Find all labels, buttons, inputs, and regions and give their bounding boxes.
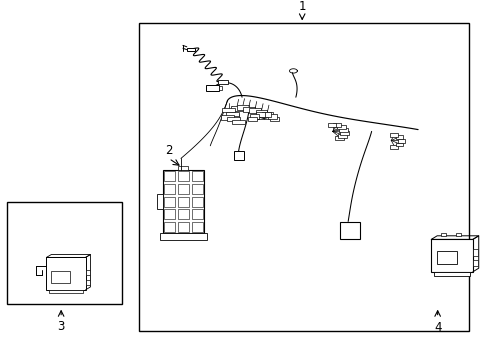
Bar [163,184,175,194]
Bar [472,249,477,256]
Bar [267,114,276,118]
Bar [332,123,341,127]
Bar [139,23,468,331]
Bar [336,125,345,129]
Bar [225,112,238,116]
Bar [218,80,227,84]
Bar [395,143,403,146]
Bar [178,171,188,181]
Bar [395,135,403,139]
Bar [339,128,347,132]
Bar [191,171,203,181]
Bar [433,272,469,276]
Bar [222,108,235,112]
Bar [255,112,264,117]
Bar [49,290,83,293]
Bar [231,106,243,111]
Bar [250,114,259,118]
Bar [178,184,188,194]
Bar [436,251,456,264]
Bar [206,85,218,91]
Text: 2: 2 [164,144,172,157]
Bar [191,209,203,219]
Text: 3: 3 [57,320,65,333]
Bar [249,108,261,113]
Bar [178,166,188,170]
Bar [339,131,348,135]
Bar [334,136,343,140]
Bar [162,170,204,233]
Bar [51,271,70,283]
Bar [389,133,397,136]
Bar [191,197,203,207]
Bar [237,105,248,110]
Bar [472,260,477,266]
Text: 4: 4 [433,321,441,334]
Bar [7,202,122,304]
Bar [269,117,278,121]
Bar [255,110,267,115]
Bar [191,184,203,194]
Bar [218,86,222,90]
Bar [160,233,206,240]
Bar [221,115,233,120]
Bar [339,222,360,239]
Bar [243,107,254,112]
Bar [262,112,271,117]
Bar [327,123,336,127]
Bar [338,134,346,138]
Bar [46,257,85,290]
Bar [389,145,397,149]
Bar [191,222,203,232]
Bar [85,270,90,275]
Bar [163,209,175,219]
Bar [163,197,175,207]
Bar [430,239,472,272]
Bar [232,120,244,124]
Bar [85,280,90,285]
Bar [233,151,244,160]
Text: 1: 1 [298,0,305,13]
Bar [178,197,188,207]
Bar [248,117,257,121]
Bar [440,233,445,236]
Bar [455,233,460,236]
Bar [397,139,405,143]
Bar [261,112,273,117]
Bar [178,209,188,219]
Bar [163,171,175,181]
Bar [186,48,194,51]
Bar [227,117,240,121]
Bar [178,222,188,232]
Bar [156,194,162,209]
Bar [163,222,175,232]
